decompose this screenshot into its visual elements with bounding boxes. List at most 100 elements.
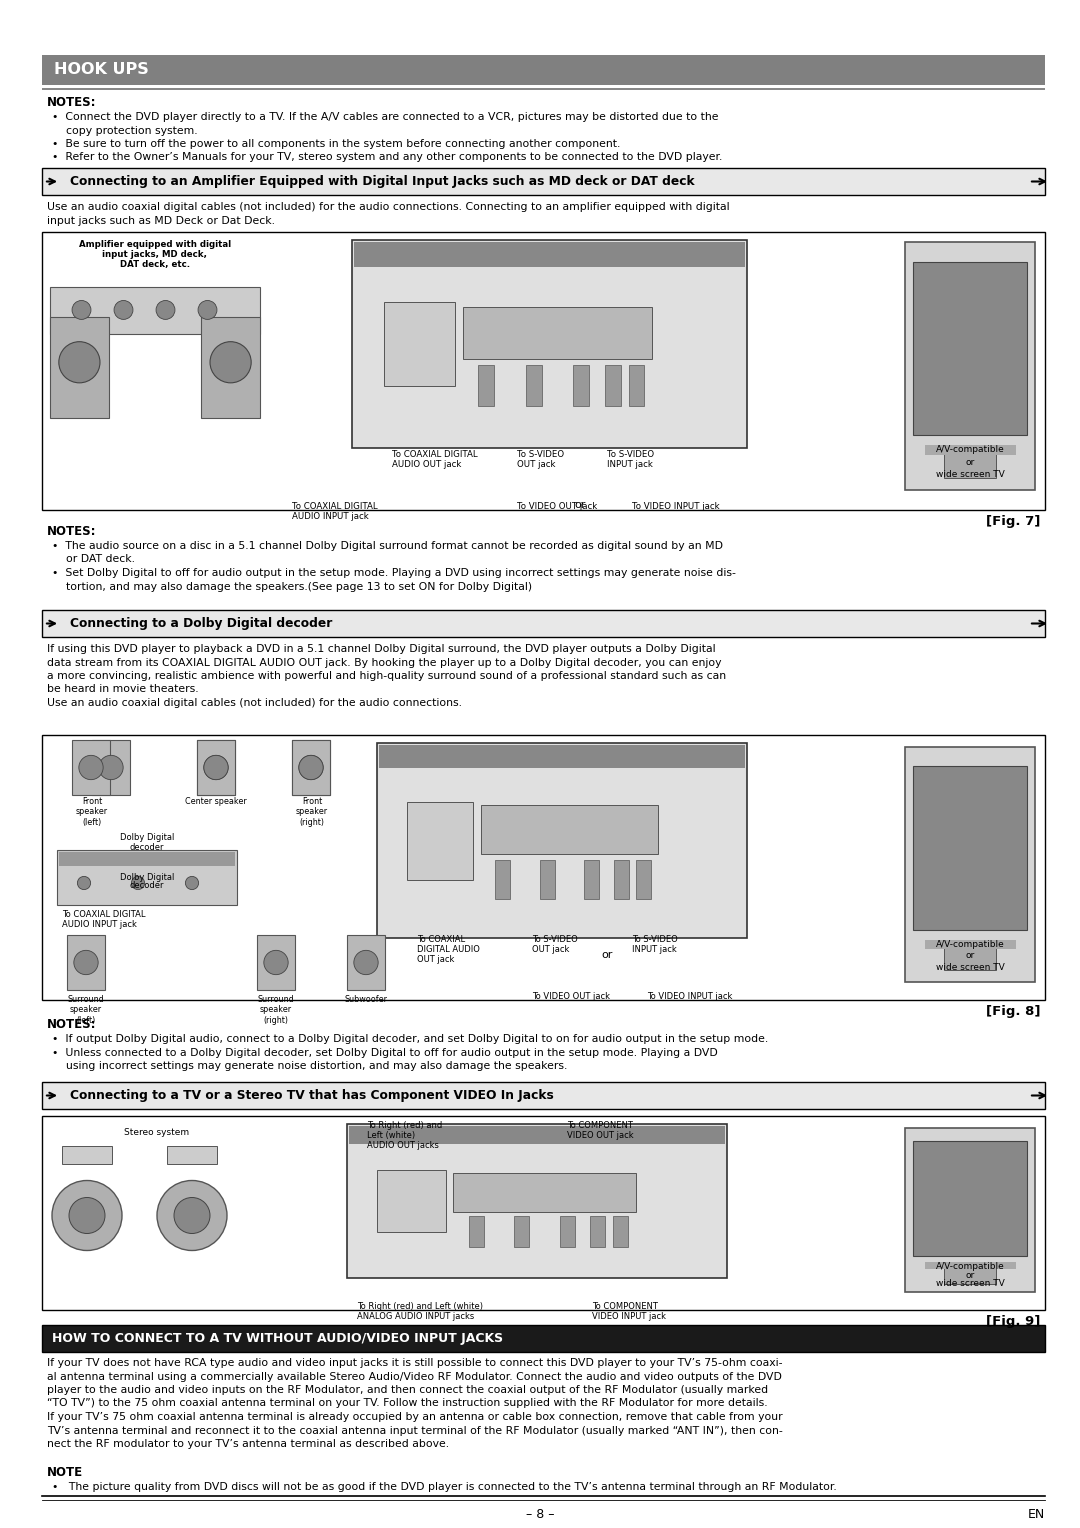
Text: [Fig. 9]: [Fig. 9]: [986, 1316, 1040, 1328]
Bar: [347, 1125, 727, 1277]
Text: To Right (red) and: To Right (red) and: [367, 1122, 442, 1131]
Circle shape: [69, 1198, 105, 1233]
Circle shape: [52, 1181, 122, 1250]
Text: •  If output Dolby Digital audio, connect to a Dolby Digital decoder, and set Do: • If output Dolby Digital audio, connect…: [52, 1034, 768, 1044]
Text: To COAXIAL DIGITAL: To COAXIAL DIGITAL: [62, 911, 146, 918]
Text: NOTES:: NOTES:: [48, 526, 96, 538]
Text: “TO TV”) to the 75 ohm coaxial antenna terminal on your TV. Follow the instructi: “TO TV”) to the 75 ohm coaxial antenna t…: [48, 1398, 768, 1409]
Bar: [613, 860, 629, 898]
Bar: [514, 1216, 529, 1247]
Bar: [944, 452, 996, 478]
Circle shape: [72, 301, 91, 319]
Text: •  The audio source on a disc in a 5.1 channel Dolby Digital surround format can: • The audio source on a disc in a 5.1 ch…: [52, 541, 723, 552]
Bar: [42, 610, 1045, 637]
Bar: [377, 1170, 446, 1232]
Text: To Right (red) and Left (white): To Right (red) and Left (white): [357, 1302, 483, 1311]
Text: input jacks such as MD Deck or Dat Deck.: input jacks such as MD Deck or Dat Deck.: [48, 215, 275, 226]
Text: NOTES:: NOTES:: [48, 1018, 96, 1031]
Text: AUDIO OUT jacks: AUDIO OUT jacks: [367, 1141, 438, 1151]
Text: a more convincing, realistic ambience with powerful and high-quality surround so: a more convincing, realistic ambience wi…: [48, 671, 726, 681]
Circle shape: [99, 755, 123, 779]
Bar: [573, 365, 589, 406]
Text: [Fig. 8]: [Fig. 8]: [986, 1005, 1040, 1018]
Circle shape: [210, 342, 252, 384]
Text: Connecting to a TV or a Stereo TV that has Component VIDEO In Jacks: Connecting to a TV or a Stereo TV that h…: [70, 1089, 554, 1102]
Bar: [454, 1174, 636, 1212]
Bar: [584, 860, 599, 898]
Text: To COMPONENT: To COMPONENT: [592, 1302, 658, 1311]
Text: To S-VIDEO: To S-VIDEO: [532, 935, 578, 944]
Bar: [462, 307, 652, 359]
Text: Use an audio coaxial digital cables (not included) for the audio connections. Co: Use an audio coaxial digital cables (not…: [48, 202, 730, 212]
Text: To VIDEO INPUT jack: To VIDEO INPUT jack: [647, 992, 732, 1001]
Bar: [590, 1216, 606, 1247]
Text: Subwoofer: Subwoofer: [345, 995, 388, 1004]
Bar: [42, 1115, 1045, 1309]
Bar: [379, 746, 745, 769]
Text: •  Set Dolby Digital to off for audio output in the setup mode. Playing a DVD us: • Set Dolby Digital to off for audio out…: [52, 568, 735, 578]
Text: A/V-compatible: A/V-compatible: [935, 445, 1004, 454]
Text: or: or: [602, 950, 612, 960]
Bar: [352, 240, 747, 448]
Text: Connecting to an Amplifier Equipped with Digital Input Jacks such as MD deck or : Connecting to an Amplifier Equipped with…: [70, 176, 694, 188]
Bar: [42, 1325, 1045, 1352]
Bar: [478, 365, 495, 406]
Text: A/V-compatible: A/V-compatible: [935, 1262, 1004, 1271]
Bar: [201, 316, 260, 419]
Bar: [197, 740, 235, 795]
Bar: [197, 740, 235, 795]
Text: VIDEO OUT jack: VIDEO OUT jack: [567, 1131, 634, 1140]
Bar: [57, 850, 237, 905]
Circle shape: [204, 755, 228, 779]
Text: Use an audio coaxial digital cables (not included) for the audio connections.: Use an audio coaxial digital cables (not…: [48, 698, 462, 707]
Circle shape: [78, 877, 91, 889]
Bar: [42, 168, 1045, 196]
Text: •  Connect the DVD player directly to a TV. If the A/V cables are connected to a: • Connect the DVD player directly to a T…: [52, 112, 718, 122]
Bar: [42, 55, 1045, 86]
Bar: [905, 1128, 1035, 1293]
Text: If your TV does not have RCA type audio and video input jacks it is still possib: If your TV does not have RCA type audio …: [48, 1358, 783, 1368]
Bar: [924, 445, 1015, 455]
Text: NOTES:: NOTES:: [48, 96, 96, 108]
Circle shape: [204, 755, 228, 779]
Text: NOTE: NOTE: [48, 1465, 83, 1479]
Text: Surround
speaker
(left): Surround speaker (left): [68, 995, 105, 1025]
Bar: [559, 1216, 575, 1247]
Circle shape: [132, 877, 145, 889]
Text: DAT deck, etc.: DAT deck, etc.: [120, 260, 190, 269]
Text: DIGITAL AUDIO: DIGITAL AUDIO: [417, 944, 480, 953]
Text: To COAXIAL DIGITAL: To COAXIAL DIGITAL: [392, 451, 477, 458]
Text: or DAT deck.: or DAT deck.: [52, 555, 135, 564]
Text: Dolby Digital: Dolby Digital: [120, 872, 174, 882]
Text: ANALOG AUDIO INPUT jacks: ANALOG AUDIO INPUT jacks: [357, 1313, 474, 1322]
Bar: [347, 935, 384, 990]
Bar: [406, 802, 473, 880]
Bar: [924, 1262, 1015, 1270]
Text: HOOK UPS: HOOK UPS: [54, 63, 149, 78]
Text: To COAXIAL: To COAXIAL: [417, 935, 465, 944]
Bar: [636, 860, 651, 898]
Text: al antenna terminal using a commercially available Stereo Audio/Video RF Modulat: al antenna terminal using a commercially…: [48, 1372, 782, 1381]
Bar: [924, 940, 1015, 949]
Bar: [292, 740, 330, 795]
Text: •   The picture quality from DVD discs will not be as good if the DVD player is : • The picture quality from DVD discs wil…: [52, 1482, 837, 1491]
Text: Connecting to a Dolby Digital decoder: Connecting to a Dolby Digital decoder: [70, 617, 333, 630]
Text: To S-VIDEO: To S-VIDEO: [607, 451, 654, 458]
Text: Front
speaker
(left): Front speaker (left): [76, 798, 108, 827]
Bar: [42, 86, 1045, 87]
Text: To VIDEO OUT jack: To VIDEO OUT jack: [517, 503, 597, 510]
Text: [Fig. 7]: [Fig. 7]: [986, 515, 1040, 529]
Text: To VIDEO OUT jack: To VIDEO OUT jack: [532, 992, 610, 1001]
Text: VIDEO INPUT jack: VIDEO INPUT jack: [592, 1313, 666, 1322]
Bar: [72, 740, 110, 795]
Text: tortion, and may also damage the speakers.(See page 13 to set ON for Dolby Digit: tortion, and may also damage the speaker…: [52, 582, 532, 591]
Circle shape: [354, 950, 378, 975]
Bar: [50, 316, 109, 419]
Text: OUT jack: OUT jack: [517, 460, 555, 469]
Bar: [481, 805, 658, 854]
Bar: [913, 766, 1027, 931]
Bar: [67, 935, 105, 990]
Bar: [913, 1141, 1027, 1256]
Text: or: or: [575, 500, 585, 510]
Text: TV’s antenna terminal and reconnect it to the coaxial antenna input terminal of : TV’s antenna terminal and reconnect it t…: [48, 1426, 783, 1435]
